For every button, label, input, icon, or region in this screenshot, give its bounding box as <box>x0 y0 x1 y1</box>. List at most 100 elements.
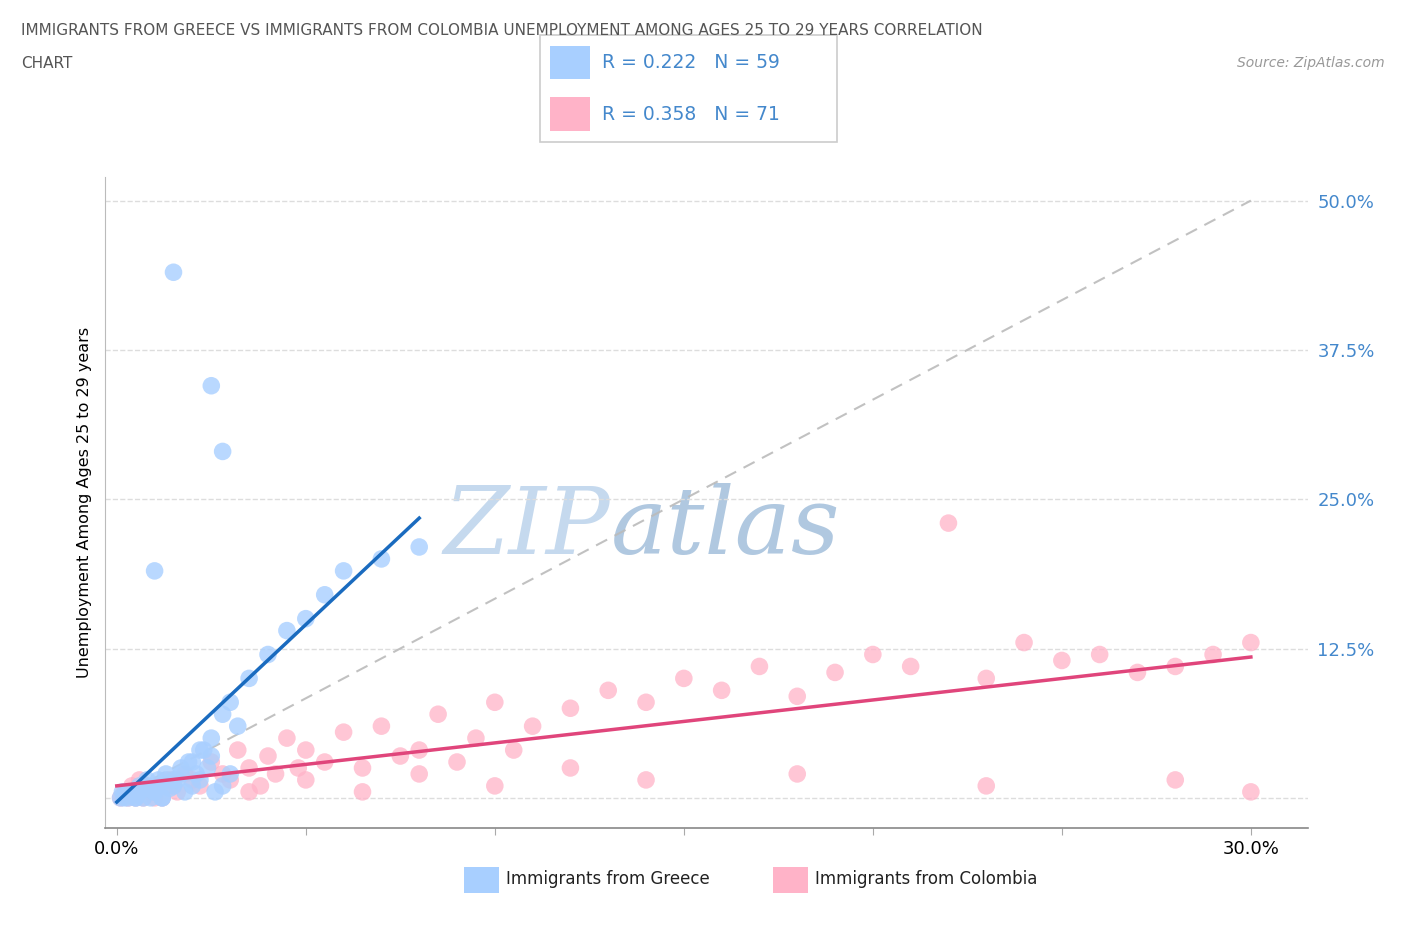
Colombia <box>181 773 204 788</box>
Greece <box>211 444 233 458</box>
Greece <box>115 784 138 799</box>
Colombia <box>824 665 846 680</box>
Colombia <box>1126 665 1149 680</box>
Colombia <box>238 784 260 799</box>
Greece <box>128 784 150 799</box>
Colombia <box>117 790 139 805</box>
Colombia <box>446 754 468 769</box>
Greece <box>276 623 298 638</box>
Colombia <box>672 671 695 685</box>
Colombia <box>211 766 233 781</box>
Colombia <box>938 515 960 530</box>
Colombia <box>560 701 582 716</box>
Greece <box>166 773 188 788</box>
Greece <box>121 784 143 799</box>
Text: atlas: atlas <box>610 484 839 573</box>
Text: Source: ZipAtlas.com: Source: ZipAtlas.com <box>1237 56 1385 70</box>
Greece <box>188 743 211 758</box>
Greece <box>173 784 195 799</box>
Colombia <box>710 683 733 698</box>
Greece <box>332 564 354 578</box>
Greece <box>188 773 211 788</box>
Colombia <box>110 790 132 805</box>
Greece <box>186 766 208 781</box>
Colombia <box>1088 647 1111 662</box>
Greece <box>150 790 173 805</box>
Colombia <box>1240 635 1263 650</box>
Greece <box>150 790 173 805</box>
Colombia <box>1240 784 1263 799</box>
Colombia <box>332 724 354 739</box>
Greece <box>148 773 170 788</box>
Colombia <box>502 743 524 758</box>
Colombia <box>598 683 620 698</box>
Greece <box>143 784 166 799</box>
Text: ZIP: ZIP <box>444 484 610 573</box>
Colombia <box>200 754 222 769</box>
Greece <box>117 790 139 805</box>
Colombia <box>166 784 188 799</box>
Colombia <box>634 773 657 788</box>
Colombia <box>173 766 195 781</box>
Colombia <box>162 778 184 793</box>
FancyBboxPatch shape <box>550 98 591 131</box>
Colombia <box>560 761 582 776</box>
Colombia <box>139 784 162 799</box>
Colombia <box>249 778 271 793</box>
Colombia <box>786 766 808 781</box>
Greece <box>370 551 392 566</box>
Greece <box>148 778 170 793</box>
Greece <box>219 766 242 781</box>
Colombia <box>238 761 260 776</box>
Colombia <box>974 778 997 793</box>
Colombia <box>257 749 280 764</box>
Greece <box>238 671 260 685</box>
Greece <box>314 588 336 603</box>
Colombia <box>370 719 392 734</box>
Colombia <box>1164 773 1187 788</box>
Colombia <box>128 773 150 788</box>
Greece <box>170 766 193 781</box>
Greece <box>125 790 148 805</box>
Y-axis label: Unemployment Among Ages 25 to 29 years: Unemployment Among Ages 25 to 29 years <box>76 326 91 678</box>
Colombia <box>484 695 506 710</box>
Colombia <box>1050 653 1073 668</box>
Greece <box>211 778 233 793</box>
Greece <box>162 265 184 280</box>
Text: R = 0.222   N = 59: R = 0.222 N = 59 <box>602 53 780 73</box>
Colombia <box>112 784 135 799</box>
Text: IMMIGRANTS FROM GREECE VS IMMIGRANTS FROM COLOMBIA UNEMPLOYMENT AMONG AGES 25 TO: IMMIGRANTS FROM GREECE VS IMMIGRANTS FRO… <box>21 23 983 38</box>
Colombia <box>295 773 318 788</box>
Colombia <box>226 743 249 758</box>
Colombia <box>1202 647 1225 662</box>
Colombia <box>143 790 166 805</box>
Greece <box>295 611 318 626</box>
Colombia <box>1164 659 1187 674</box>
Colombia <box>389 749 412 764</box>
Colombia <box>188 778 211 793</box>
Colombia <box>748 659 770 674</box>
Text: Immigrants from Greece: Immigrants from Greece <box>506 870 710 888</box>
Greece <box>117 787 139 802</box>
Colombia <box>276 731 298 746</box>
FancyBboxPatch shape <box>550 46 591 79</box>
Colombia <box>148 778 170 793</box>
Greece <box>159 781 181 796</box>
Greece <box>408 539 430 554</box>
Greece <box>112 788 135 803</box>
Colombia <box>464 731 486 746</box>
Greece <box>200 731 222 746</box>
Colombia <box>219 773 242 788</box>
Text: R = 0.358   N = 71: R = 0.358 N = 71 <box>602 104 780 124</box>
Greece <box>143 564 166 578</box>
Greece <box>110 790 132 805</box>
Text: CHART: CHART <box>21 56 73 71</box>
Colombia <box>862 647 884 662</box>
Colombia <box>132 790 155 805</box>
Colombia <box>352 761 374 776</box>
Greece <box>193 743 215 758</box>
Colombia <box>150 790 173 805</box>
Greece <box>155 766 177 781</box>
Greece <box>211 707 233 722</box>
Greece <box>181 778 204 793</box>
